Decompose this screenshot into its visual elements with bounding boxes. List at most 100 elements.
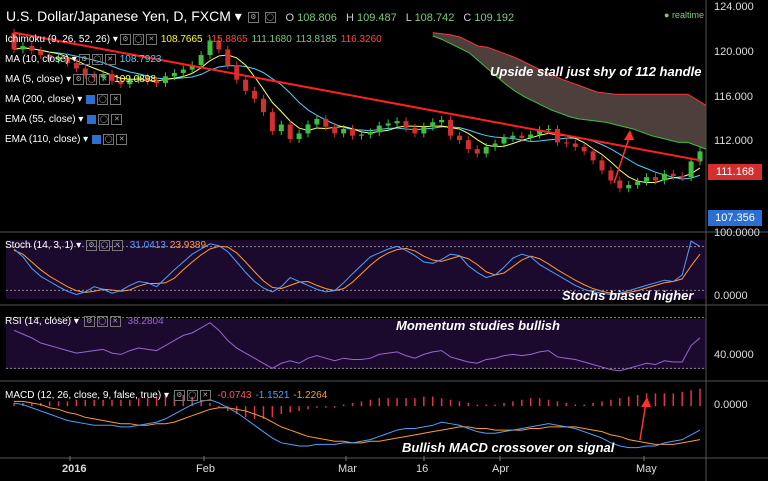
candle-2 <box>29 46 35 51</box>
legend-btn-icon[interactable]: ◯ <box>132 34 144 45</box>
indicator-label[interactable]: EMA (110, close) <box>5 134 81 146</box>
candle-57 <box>519 135 525 138</box>
stoch-tick-1: 0.0000 <box>714 290 748 302</box>
candle-67 <box>608 170 614 181</box>
indicator-label[interactable]: Ichimoku (9, 26, 52, 26) <box>5 34 111 46</box>
stoch-legend: Stoch (14, 3, 1) ▾ ⚙ ◯ ✕ 31.0413 23.9389 <box>5 240 207 252</box>
senkou-span-b-line <box>432 32 707 106</box>
indicator-label[interactable]: EMA (55, close) <box>5 114 76 126</box>
open-value: 108.806 <box>297 12 337 24</box>
last-price-badge: 107.356 <box>708 210 762 226</box>
legend-btn-icon[interactable]: ◯ <box>91 54 103 65</box>
candle-10 <box>100 74 106 78</box>
settings-icon[interactable]: ⚙ <box>247 11 259 23</box>
candle-5 <box>56 57 62 60</box>
candle-49 <box>448 120 454 136</box>
rsi-line <box>13 322 701 372</box>
candle-55 <box>501 137 507 144</box>
legend-btn-icon[interactable]: ⚙ <box>78 54 90 65</box>
low-value: 108.742 <box>414 12 455 24</box>
upside-arrowhead <box>624 130 634 140</box>
candle-52 <box>474 149 480 154</box>
candle-60 <box>546 128 552 131</box>
legend-btn-icon[interactable]: ✕ <box>116 134 128 145</box>
candle-51 <box>465 140 471 150</box>
macd-arrow <box>639 401 647 441</box>
legend-btn-icon[interactable]: ⚙ <box>73 74 85 85</box>
candle-47 <box>430 122 436 127</box>
symbol-title[interactable]: U.S. Dollar/Japanese Yen, D, FXCM <box>6 8 231 24</box>
candle-8 <box>82 68 88 76</box>
candle-24 <box>225 49 231 66</box>
candle-18 <box>171 72 177 77</box>
candle-7 <box>73 62 79 69</box>
candle-15 <box>145 77 151 81</box>
candle-16 <box>154 80 160 84</box>
candle-45 <box>412 127 418 134</box>
candle-71 <box>644 177 650 182</box>
candle-77 <box>697 151 703 162</box>
indicator-label[interactable]: MA (5, close) <box>5 74 64 86</box>
realtime-indicator: ● realtime <box>664 10 704 20</box>
candle-14 <box>136 77 142 80</box>
indicator-value: -0.0743 <box>217 390 252 402</box>
candle-32 <box>296 133 302 140</box>
candle-63 <box>572 143 578 147</box>
macd-tick-0: 0.0000 <box>714 399 748 412</box>
indicator-value: 31.0413 <box>129 240 166 252</box>
annotation-momentum: Momentum studies bullish <box>396 318 560 333</box>
candle-66 <box>599 160 605 171</box>
legend-btn-icon[interactable]: ◯ <box>86 74 98 85</box>
legend-btn-icon[interactable]: ✕ <box>99 74 111 85</box>
legend-btn-icon[interactable]: ⚙ <box>119 34 131 45</box>
indicator-legend-1: MA (10, close) ▾ ⚙ ◯ ✕ 108.7923 <box>5 54 162 66</box>
candle-61 <box>554 128 560 143</box>
candle-44 <box>403 121 409 128</box>
ohlc-readout: O 108.806 H 109.487 L 108.742 C 109.192 <box>285 12 515 24</box>
time-tick-2: Mar <box>338 463 357 475</box>
candle-54 <box>492 143 498 147</box>
legend-btn-icon[interactable] <box>86 95 96 104</box>
legend-btn-icon[interactable]: ✕ <box>104 54 116 65</box>
indicator-label[interactable]: MA (200, close) <box>5 94 75 106</box>
indicator-value: 108.7665 <box>160 34 203 46</box>
legend-btn-icon[interactable]: ✕ <box>110 94 122 105</box>
legend-btn-icon[interactable]: ◯ <box>103 134 115 145</box>
candle-70 <box>635 181 641 185</box>
candle-50 <box>456 135 462 141</box>
indicator-value: 113.8185 <box>295 34 337 46</box>
candle-35 <box>323 118 329 127</box>
legend-btn-icon[interactable]: ✕ <box>145 34 157 45</box>
candle-43 <box>394 121 400 124</box>
indicator-label[interactable]: MA (10, close) <box>5 54 69 66</box>
symbol-dropdown-icon[interactable]: ▾ <box>234 8 242 24</box>
legend-btn-icon[interactable] <box>87 115 97 124</box>
resistance-trendline <box>13 31 701 162</box>
legend-btn-icon[interactable]: ✕ <box>111 114 123 125</box>
rsi-legend: RSI (14, close) ▾ ⚙ ◯ ✕ 38.2804 <box>5 316 164 328</box>
candle-40 <box>367 132 373 135</box>
visibility-icon[interactable]: ◯ <box>264 11 276 23</box>
candle-30 <box>278 124 284 132</box>
candle-68 <box>617 180 623 189</box>
candle-56 <box>510 135 516 138</box>
indicator-value: -1.2264 <box>293 390 328 402</box>
legend-btn-icon[interactable]: ◯ <box>97 94 109 105</box>
legend-btn-icon[interactable]: ◯ <box>98 114 110 125</box>
candle-6 <box>64 57 70 63</box>
legend-btn-icon[interactable] <box>92 135 102 144</box>
candle-39 <box>358 134 364 136</box>
candle-62 <box>563 142 569 144</box>
upside-arrow <box>613 134 631 184</box>
rsi-tick-0: 40.0000 <box>714 348 754 361</box>
candle-74 <box>670 173 676 176</box>
close-value: 109.192 <box>474 12 515 24</box>
ichimoku-cloud <box>432 32 706 150</box>
time-tick-4: Apr <box>492 463 510 475</box>
candle-11 <box>109 74 115 81</box>
senkou-span-a-line <box>432 35 707 150</box>
candle-64 <box>581 146 587 152</box>
candle-46 <box>421 126 427 134</box>
candle-31 <box>287 124 293 140</box>
